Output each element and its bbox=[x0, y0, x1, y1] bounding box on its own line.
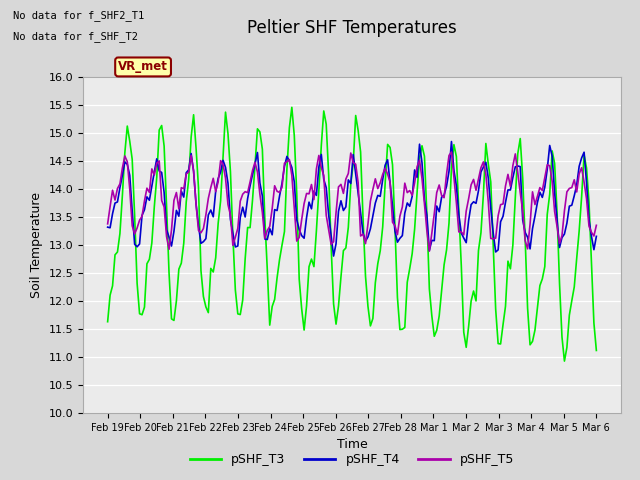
pSHF_T4 bbox=[195, 223, 202, 229]
pSHF_T5 bbox=[234, 226, 242, 231]
Text: No data for f_SHF2_T1: No data for f_SHF2_T1 bbox=[13, 10, 144, 21]
pSHF_T4 bbox=[593, 233, 600, 239]
pSHF_T3 bbox=[234, 311, 242, 317]
pSHF_T3 bbox=[133, 280, 141, 286]
pSHF_T3 bbox=[288, 105, 296, 110]
X-axis label: Time: Time bbox=[337, 438, 367, 451]
pSHF_T3 bbox=[573, 255, 580, 261]
pSHF_T5 bbox=[104, 221, 111, 227]
pSHF_T3 bbox=[124, 123, 131, 129]
pSHF_T4 bbox=[104, 224, 111, 230]
Text: Peltier SHF Temperatures: Peltier SHF Temperatures bbox=[247, 19, 457, 37]
Text: VR_met: VR_met bbox=[118, 60, 168, 73]
pSHF_T5 bbox=[573, 189, 580, 195]
pSHF_T3 bbox=[195, 185, 202, 191]
pSHF_T4 bbox=[573, 182, 580, 188]
pSHF_T5 bbox=[426, 248, 433, 254]
pSHF_T5 bbox=[195, 228, 202, 233]
pSHF_T5 bbox=[447, 149, 455, 155]
pSHF_T3 bbox=[553, 210, 561, 216]
pSHF_T4 bbox=[330, 253, 337, 259]
pSHF_T3 bbox=[104, 319, 111, 324]
Y-axis label: Soil Temperature: Soil Temperature bbox=[30, 192, 43, 298]
Legend: pSHF_T3, pSHF_T4, pSHF_T5: pSHF_T3, pSHF_T4, pSHF_T5 bbox=[185, 448, 519, 471]
pSHF_T5 bbox=[556, 240, 563, 246]
pSHF_T4 bbox=[234, 243, 242, 249]
pSHF_T4 bbox=[556, 245, 563, 251]
pSHF_T5 bbox=[133, 225, 141, 231]
Text: No data for f_SHF_T2: No data for f_SHF_T2 bbox=[13, 31, 138, 42]
Line: pSHF_T4: pSHF_T4 bbox=[108, 142, 596, 256]
Line: pSHF_T5: pSHF_T5 bbox=[108, 152, 596, 251]
pSHF_T4 bbox=[133, 244, 141, 250]
pSHF_T5 bbox=[124, 159, 131, 165]
pSHF_T4 bbox=[124, 161, 131, 167]
pSHF_T3 bbox=[593, 348, 600, 353]
pSHF_T3 bbox=[561, 358, 568, 364]
Line: pSHF_T3: pSHF_T3 bbox=[108, 108, 596, 361]
pSHF_T4 bbox=[447, 139, 455, 144]
pSHF_T5 bbox=[593, 222, 600, 228]
